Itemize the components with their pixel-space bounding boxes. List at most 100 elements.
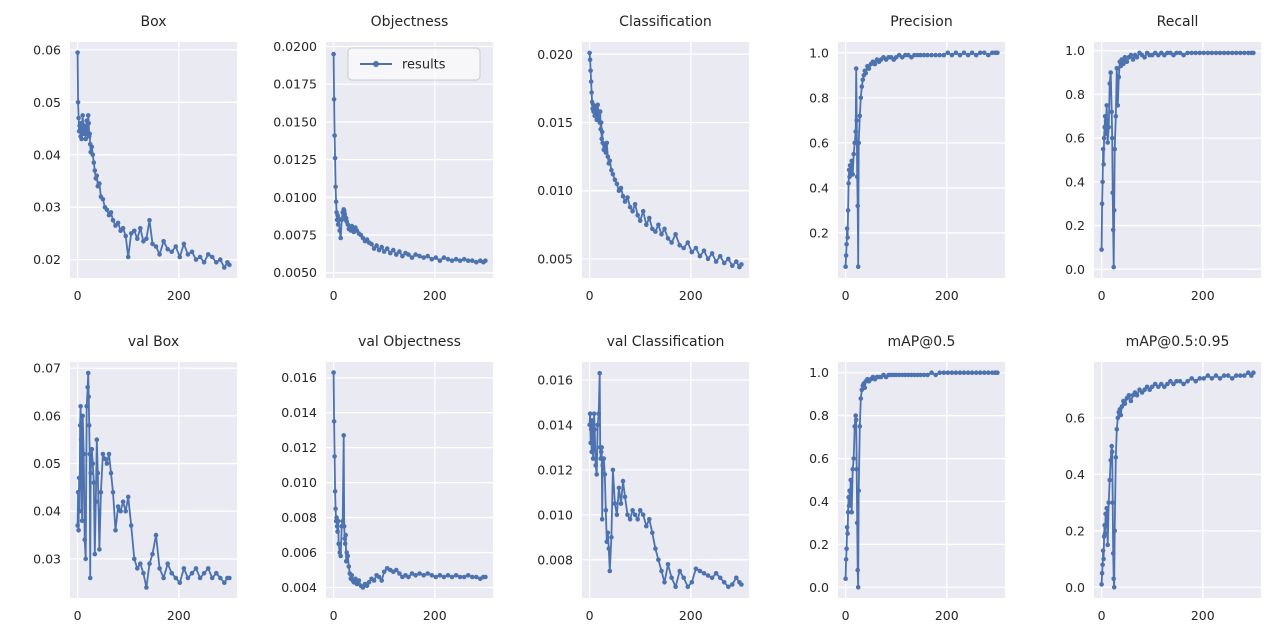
data-point xyxy=(87,451,92,457)
data-point xyxy=(1111,264,1116,270)
y-tick-label: 0.0175 xyxy=(273,77,317,92)
y-tick-label: 0.4 xyxy=(1065,174,1085,189)
data-point xyxy=(977,50,983,56)
data-point xyxy=(1134,393,1140,398)
y-tick-label: 0.010 xyxy=(537,183,573,198)
data-point xyxy=(381,249,387,254)
data-point xyxy=(1113,114,1119,119)
data-point xyxy=(453,573,459,578)
data-point xyxy=(227,575,232,581)
data-point xyxy=(1128,398,1134,404)
data-point xyxy=(1102,114,1108,119)
data-point xyxy=(89,144,95,150)
y-tick-label: 0.004 xyxy=(281,580,317,595)
y-tick-label: 0.0100 xyxy=(273,190,317,205)
x-tick-label: 0 xyxy=(842,608,850,623)
x-tick-label: 200 xyxy=(167,288,191,303)
data-point xyxy=(332,454,337,459)
x-tick-label: 0 xyxy=(74,608,82,623)
data-point xyxy=(128,231,134,236)
data-point xyxy=(86,423,92,428)
y-tick-label: 0.015 xyxy=(537,115,573,130)
data-point xyxy=(843,557,849,562)
data-point xyxy=(100,197,106,202)
data-point xyxy=(845,531,850,536)
data-point xyxy=(596,113,601,118)
data-point xyxy=(693,566,699,572)
data-point xyxy=(739,262,744,267)
data-point xyxy=(374,243,379,248)
data-point xyxy=(1213,50,1219,56)
data-point xyxy=(429,573,435,578)
data-point xyxy=(421,255,426,260)
data-point xyxy=(599,445,604,450)
data-point xyxy=(1217,50,1223,56)
data-point xyxy=(79,518,85,524)
data-point xyxy=(123,508,128,514)
data-point xyxy=(625,195,630,200)
chart-map-0-5: mAP@0.5 0.0 0.2 0.4 0.6 0.8 1.0 0 200 xyxy=(809,334,1005,623)
data-point xyxy=(1233,50,1239,56)
legend-box xyxy=(347,47,481,81)
data-point xyxy=(647,517,652,522)
y-tick-label: 0.014 xyxy=(537,417,573,432)
data-point xyxy=(622,199,628,204)
y-tick-label: 0.0 xyxy=(1065,262,1085,277)
data-point xyxy=(650,226,655,232)
data-point xyxy=(662,580,667,585)
data-point xyxy=(650,530,655,536)
data-point xyxy=(685,584,691,590)
data-point xyxy=(925,52,930,58)
data-point xyxy=(941,370,947,375)
data-point xyxy=(637,218,643,223)
data-point xyxy=(929,52,934,58)
data-point xyxy=(677,568,682,574)
y-tick-label: 0.03 xyxy=(33,551,61,566)
data-point xyxy=(982,50,987,56)
data-point xyxy=(949,370,955,375)
x-tick-label: 200 xyxy=(1191,288,1215,303)
data-point xyxy=(620,478,626,484)
legend-label: results xyxy=(402,58,446,73)
data-point xyxy=(92,168,98,173)
data-point xyxy=(1221,50,1227,56)
data-point xyxy=(721,260,727,266)
data-point xyxy=(85,385,90,390)
data-point xyxy=(108,210,114,215)
data-point xyxy=(644,523,649,529)
data-point xyxy=(843,253,849,258)
data-point xyxy=(656,557,661,563)
data-point xyxy=(197,254,203,260)
data-point xyxy=(949,52,955,58)
data-point xyxy=(957,52,963,58)
data-point xyxy=(853,129,858,134)
data-point xyxy=(78,404,83,409)
data-point xyxy=(331,419,337,424)
data-point xyxy=(609,535,614,540)
data-point xyxy=(391,247,396,253)
data-point xyxy=(673,232,678,237)
subplot-recall: Recall 0.0 0.2 0.4 0.6 0.8 1.0 0 200 xyxy=(1024,0,1280,320)
data-point xyxy=(929,370,934,375)
data-point xyxy=(433,255,439,260)
data-point xyxy=(1185,50,1190,56)
data-point xyxy=(587,50,592,56)
data-point xyxy=(94,437,100,442)
data-point xyxy=(465,573,471,578)
data-point xyxy=(925,372,930,378)
y-tick-label: 0.005 xyxy=(537,251,573,266)
data-point xyxy=(161,575,166,581)
data-point xyxy=(1124,59,1130,64)
data-point xyxy=(1189,50,1194,56)
data-point xyxy=(973,370,979,375)
data-point xyxy=(189,570,195,576)
data-point xyxy=(685,240,691,245)
data-point xyxy=(1122,55,1128,60)
data-point xyxy=(147,218,152,223)
data-point xyxy=(689,249,695,255)
data-point xyxy=(75,489,81,495)
data-point xyxy=(341,524,347,529)
data-point xyxy=(681,245,686,251)
data-point xyxy=(161,239,166,244)
data-point xyxy=(100,451,106,457)
